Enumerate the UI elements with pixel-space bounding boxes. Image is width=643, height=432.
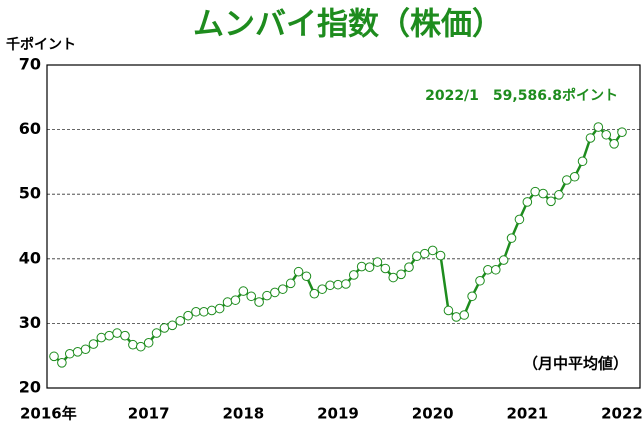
x-tick-label: 2018 (222, 405, 264, 423)
y-tick-label: 70 (19, 55, 41, 74)
point (609, 139, 619, 149)
point (49, 351, 59, 362)
point (451, 312, 462, 322)
point (230, 295, 241, 305)
point (396, 269, 406, 280)
point (270, 287, 280, 298)
point (96, 332, 107, 343)
point (72, 347, 83, 357)
point (128, 339, 138, 350)
point (530, 186, 541, 197)
point (143, 337, 154, 348)
point (57, 358, 67, 368)
point (419, 248, 430, 259)
point (443, 305, 454, 316)
x-tick-label: 2021 (506, 405, 548, 423)
point (593, 122, 604, 132)
point (561, 175, 572, 185)
point (498, 255, 509, 265)
point (538, 188, 548, 199)
point (254, 297, 264, 307)
point (191, 306, 201, 317)
point (262, 290, 272, 301)
point (238, 286, 249, 296)
point (467, 291, 477, 302)
point (506, 233, 517, 243)
point (522, 197, 533, 207)
point (459, 310, 470, 320)
y-tick-label: 60 (19, 119, 41, 138)
point (380, 263, 391, 274)
point (514, 214, 525, 225)
point (151, 328, 162, 338)
point (277, 284, 288, 294)
point (435, 250, 446, 261)
point (167, 320, 178, 331)
point (64, 348, 75, 359)
point (214, 303, 225, 314)
plot-frame (46, 64, 641, 389)
note: （月中平均値） (523, 355, 628, 373)
point (475, 275, 485, 286)
point (301, 271, 312, 282)
point (175, 316, 186, 326)
x-tick-label: 2016年 (20, 405, 77, 423)
y-tick-label: 30 (19, 313, 41, 332)
point (333, 279, 343, 290)
point (348, 270, 359, 280)
point (183, 310, 193, 321)
point (404, 262, 414, 272)
point (80, 344, 91, 355)
point (554, 190, 564, 200)
point (135, 341, 146, 352)
point (617, 127, 627, 137)
point (601, 129, 612, 140)
point (372, 257, 383, 267)
point (246, 291, 257, 302)
point (285, 278, 296, 289)
y-tick-label: 20 (19, 378, 41, 397)
point (112, 328, 122, 338)
point (483, 264, 493, 275)
x-tick-label: 2019 (317, 405, 359, 423)
y-tick-label: 50 (19, 184, 41, 203)
point (356, 261, 367, 272)
point (546, 196, 556, 207)
point (412, 251, 422, 262)
point (388, 272, 399, 283)
point (325, 280, 335, 291)
point (309, 288, 320, 299)
y-axis-label: 千ポイント (6, 36, 76, 53)
point (577, 156, 588, 167)
point (341, 279, 351, 289)
point (120, 330, 130, 341)
x-tick-label: 2022 (601, 405, 643, 423)
point (317, 284, 328, 294)
x-tick-label: 2017 (128, 405, 170, 423)
x-tick-label: 2020 (412, 405, 454, 423)
point (199, 306, 209, 317)
y-tick-label: 40 (19, 248, 41, 267)
point (206, 305, 217, 316)
point (104, 330, 115, 341)
point (222, 297, 233, 307)
point (364, 262, 375, 272)
point (293, 266, 304, 277)
point (427, 245, 438, 256)
chart-title: ムンバイ指数（株価） (193, 7, 503, 43)
point (88, 339, 99, 349)
point (569, 171, 580, 182)
annotation: 2022/1 59,586.8ポイント (425, 87, 618, 104)
point (159, 323, 170, 333)
point (585, 133, 596, 143)
line (53, 125, 624, 365)
point (490, 264, 501, 275)
